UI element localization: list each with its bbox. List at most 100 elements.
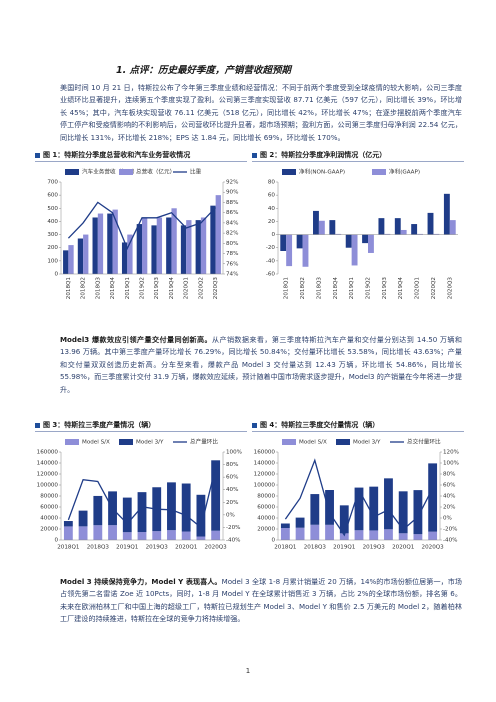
bar — [211, 530, 221, 540]
bar — [167, 482, 176, 531]
bar — [108, 525, 117, 540]
bar — [200, 217, 207, 274]
y-tick-label: 20000 — [40, 527, 58, 533]
legend-swatch — [119, 439, 133, 445]
bar — [211, 460, 221, 531]
legend-label: Model S/X — [82, 440, 110, 446]
y2-tick-label: 0% — [226, 512, 235, 518]
y-tick-label: 140000 — [37, 461, 59, 467]
x-tick-label: 2018Q4 — [333, 277, 339, 300]
legend-label: 总营收（亿元） — [136, 168, 175, 176]
y-tick-label: 60000 — [257, 505, 275, 511]
y-tick-label: 100000 — [254, 483, 276, 489]
bar — [280, 234, 287, 251]
y-tick-label: 140000 — [254, 461, 276, 467]
y-tick-label: 60000 — [40, 505, 58, 511]
y-tick-label: 120000 — [254, 472, 276, 478]
paragraph-text: Model 3 全球 1-8 月累计销量近 20 万辆，14%的市场份额位居第一… — [60, 577, 462, 624]
bar — [433, 233, 440, 235]
y-tick-label: 40000 — [40, 516, 58, 522]
legend-swatch — [65, 169, 79, 175]
bar — [369, 530, 379, 540]
y-tick-label: 160000 — [254, 450, 276, 456]
bar — [181, 531, 191, 540]
bar — [411, 224, 418, 235]
legend-swatch — [282, 439, 296, 445]
legend-label: 汽车业务营收（亿元） — [82, 168, 138, 176]
bar — [417, 233, 423, 235]
chart: 0 20000 40000 60000 80000 100000 120000 140000 1… — [254, 438, 459, 551]
bar — [121, 242, 128, 274]
bar — [280, 528, 290, 540]
legend-label: Model 3/Y — [136, 440, 164, 446]
y2-tick-label: 92% — [226, 180, 238, 186]
bar — [78, 526, 88, 540]
bar — [318, 220, 325, 235]
bar — [77, 238, 84, 274]
bar — [171, 208, 177, 274]
paragraph-text: 美国时间 10 月 21 日，特斯拉公布了今年第三季度业绩和经营情况：不同于前两… — [60, 83, 462, 142]
bar — [329, 220, 336, 235]
bar — [449, 220, 456, 235]
figure-title: 图 2：特斯拉分季度净利润情况（亿元） — [252, 150, 386, 160]
y-tick-label: 0 — [271, 538, 275, 544]
bar — [369, 486, 379, 531]
y-tick-label: 20000 — [257, 527, 275, 533]
bar — [180, 225, 187, 274]
paragraph: 美国时间 10 月 21 日，特斯拉公布了今年第三季度业绩和经营情况：不同于前两… — [60, 82, 462, 144]
x-tick-label: 2018Q1 — [284, 277, 290, 300]
y-tick-label: -20 — [266, 245, 276, 251]
y-tick-label: 700 — [47, 180, 58, 186]
page-number: 1 — [245, 667, 251, 675]
bar — [398, 491, 408, 534]
bar — [83, 234, 89, 274]
x-tick-label: 2018Q3 — [95, 277, 101, 300]
x-tick-label: 2019Q3 — [146, 545, 169, 551]
bar — [427, 212, 434, 235]
y2-tick-label: -20% — [226, 525, 240, 531]
x-tick-label: 2020Q1 — [415, 277, 421, 300]
x-tick-label: 2018Q3 — [304, 545, 327, 551]
line — [67, 466, 217, 529]
bar — [97, 213, 104, 274]
x-tick-label: 2018Q3 — [316, 277, 322, 300]
y2-tick-label: 84% — [226, 220, 238, 226]
bar — [325, 490, 334, 525]
bar — [210, 205, 216, 274]
y2-tick-label: 0% — [443, 516, 452, 522]
x-tick-label: 2020Q3 — [213, 277, 219, 300]
legend-swatch — [119, 169, 133, 175]
y2-tick-label: 100% — [226, 450, 242, 456]
chart: 0 20000 40000 60000 80000 100000 120000 140000 1… — [37, 438, 242, 551]
y2-tick-label: -40% — [443, 538, 457, 544]
bar — [413, 490, 423, 535]
y-tick-label: 40 — [268, 206, 276, 212]
bar — [136, 224, 142, 274]
y2-tick-label: 74% — [226, 272, 238, 278]
bar — [156, 217, 163, 274]
y-tick-label: 100000 — [37, 483, 59, 489]
bar — [215, 195, 221, 274]
paragraph: Model3 爆款效应引领产量交付量同创新高。从产销数据来看，第三季度特斯拉汽车… — [60, 334, 462, 396]
bar — [428, 463, 438, 532]
y2-tick-label: 78% — [226, 251, 238, 257]
bar — [93, 525, 103, 540]
bar — [112, 209, 118, 274]
y-tick-label: 80 — [268, 180, 276, 186]
bar — [339, 505, 349, 534]
figure-title: 图 1：特斯拉分季度总营收和汽车业务营收情况 — [35, 150, 190, 160]
x-tick-label: 2020Q1 — [184, 277, 190, 300]
y2-tick-label: 20% — [226, 500, 238, 506]
y2-tick-label: 80% — [443, 472, 455, 478]
legend-label: 净利(GAAP) — [389, 168, 420, 176]
x-tick-label: 2020Q3 — [422, 545, 445, 551]
y-tick-label: 80000 — [40, 494, 58, 500]
x-tick-label: 2018Q4 — [110, 277, 116, 300]
bar — [354, 530, 364, 540]
x-tick-label: 2019Q4 — [169, 277, 175, 300]
y-tick-label: 0 — [54, 538, 58, 544]
paragraph: Model 3 持续保持竞争力，Model Y 表现喜人。Model 3 全球 … — [60, 576, 462, 626]
bar — [428, 531, 438, 540]
chart: -60 -40 -20 0 20 40 60 80 2018Q1 2018Q2 2018Q3 2018… — [266, 168, 458, 300]
bar — [195, 220, 201, 274]
